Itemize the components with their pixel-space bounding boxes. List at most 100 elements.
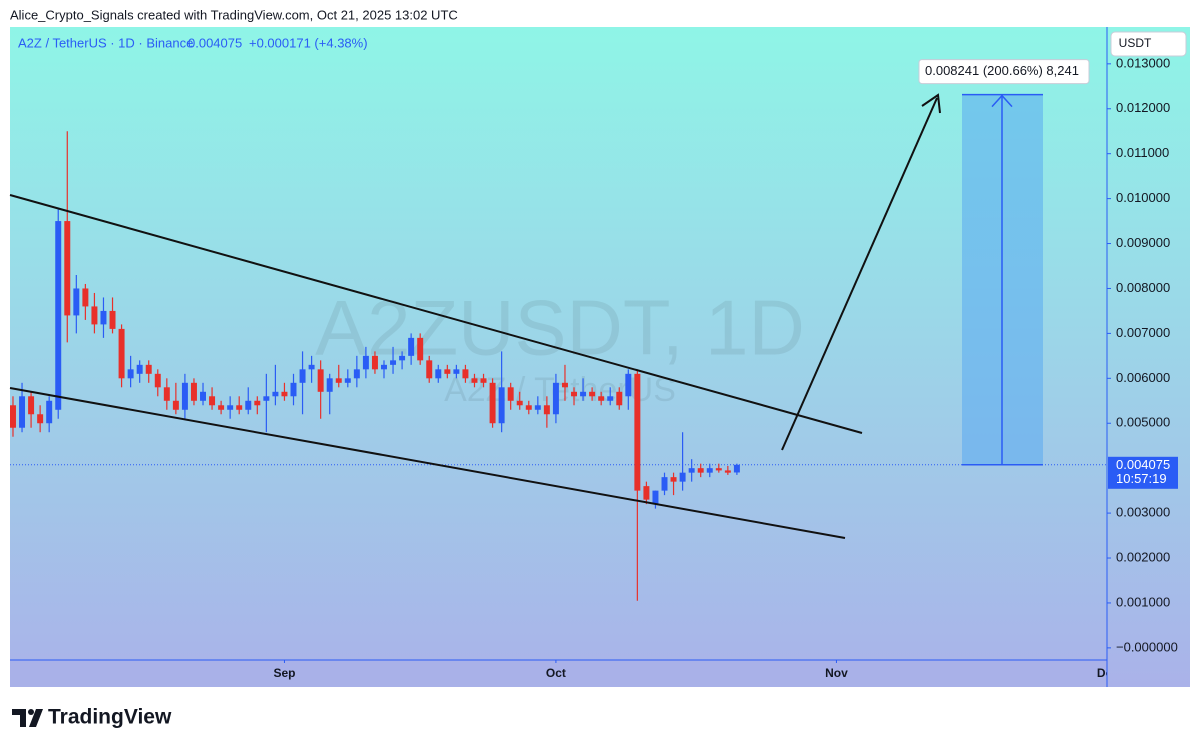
- y-tick-label: 0.011000: [1116, 145, 1169, 160]
- last-price-tag: [1108, 456, 1178, 489]
- candle-body: [390, 360, 397, 365]
- candle-body: [263, 396, 270, 401]
- candle-body: [272, 391, 279, 397]
- candle-body: [571, 391, 578, 397]
- candle-body: [598, 396, 605, 401]
- candle-body: [724, 470, 731, 473]
- candle-body: [616, 391, 623, 406]
- y-tick-label: 0.013000: [1116, 55, 1170, 70]
- candle-body: [471, 378, 478, 383]
- candle-body: [55, 221, 62, 410]
- candle-body: [670, 477, 677, 482]
- candle-body: [580, 391, 587, 397]
- y-tick-label: 0.008000: [1116, 280, 1170, 295]
- change: +0.000171 (+4.38%): [249, 35, 368, 50]
- candle-body: [435, 369, 442, 379]
- candle-body: [697, 468, 704, 473]
- candle-body: [543, 405, 550, 415]
- candle-body: [290, 382, 297, 397]
- candle-body: [353, 369, 360, 379]
- candle-body: [362, 355, 369, 370]
- candle-body: [507, 387, 514, 401]
- x-tick-label: Oct: [546, 666, 566, 680]
- candle-body: [561, 382, 568, 388]
- candle-body: [344, 378, 351, 383]
- watermark: A2ZUSDT, 1D: [315, 284, 805, 372]
- candle-body: [227, 405, 234, 410]
- y-tick-label: −0.000000: [1116, 639, 1178, 654]
- candle-body: [145, 364, 152, 374]
- candle-body: [64, 221, 71, 316]
- candle-body: [136, 364, 143, 374]
- candle-body: [127, 369, 134, 379]
- candle-body: [154, 373, 161, 388]
- y-tick-label: 0.007000: [1116, 325, 1170, 340]
- currency: USDT: [1119, 36, 1152, 50]
- candle-body: [525, 405, 532, 410]
- candle-body: [462, 369, 469, 379]
- y-tick-label: 0.010000: [1116, 190, 1170, 205]
- y-tick-label: 0.005000: [1116, 415, 1170, 430]
- candle-body: [218, 405, 225, 410]
- price-axis: [1107, 27, 1190, 687]
- candle-body: [652, 490, 659, 505]
- candle-body: [453, 369, 460, 374]
- candle-body: [715, 468, 722, 471]
- candle-body: [209, 396, 216, 406]
- candle-body: [634, 373, 641, 491]
- y-tick-label: 0.009000: [1116, 235, 1170, 250]
- candle-body: [706, 468, 713, 473]
- candle-body: [200, 391, 206, 401]
- candle-body: [163, 387, 170, 401]
- projection-label-box: [918, 59, 1090, 85]
- candle-body: [28, 396, 35, 415]
- candle-body: [498, 387, 505, 424]
- candle-body: [10, 405, 16, 428]
- candle-body: [688, 468, 695, 473]
- candle-body: [489, 382, 496, 424]
- candle-body: [172, 400, 179, 410]
- candle-body: [444, 369, 451, 374]
- candle-body: [299, 369, 306, 383]
- y-tick-label: 0.001000: [1116, 594, 1170, 609]
- y-tick-label: 0.006000: [1116, 370, 1170, 385]
- candle-body: [91, 306, 98, 325]
- projection-arrow: [781, 97, 938, 451]
- candle-body: [236, 405, 243, 410]
- y-tick-label: 0.003000: [1116, 505, 1170, 520]
- candle-body: [733, 464, 740, 473]
- candle-body: [552, 382, 559, 415]
- candle-body: [245, 400, 252, 410]
- candle-body: [308, 364, 315, 370]
- candle-body: [607, 396, 614, 401]
- header: Alice_Crypto_Signals created with Tradin…: [10, 7, 458, 22]
- candle-body: [46, 400, 53, 424]
- candle-body: [381, 364, 387, 370]
- arrow-head: [921, 93, 941, 114]
- candle-body: [326, 378, 333, 392]
- watermark-sub: A2Z / TetherUS: [444, 371, 676, 409]
- candle-body: [589, 391, 596, 397]
- currency-button[interactable]: [1110, 31, 1187, 57]
- candle-body: [371, 355, 378, 370]
- candle-body: [399, 355, 406, 361]
- candle-body: [417, 337, 424, 361]
- candle-body: [317, 369, 324, 392]
- x-tick-label: Sep: [273, 666, 295, 680]
- candle-body: [181, 382, 188, 410]
- candle-body: [625, 373, 632, 397]
- symbol: A2Z / TetherUS · 1D · Binance: [18, 35, 193, 50]
- candle-body: [534, 405, 541, 410]
- last-price: 0.004075: [188, 35, 242, 50]
- candle-body: [190, 382, 197, 401]
- candle-body: [335, 378, 342, 383]
- y-tick-label: 0.012000: [1116, 100, 1170, 115]
- candle-body: [426, 360, 433, 379]
- candle-body: [109, 310, 116, 329]
- countdown: 10:57:19: [1116, 471, 1167, 486]
- logo-dot: [28, 709, 34, 715]
- upper-trendline: [9, 194, 863, 434]
- candle-body: [661, 477, 668, 491]
